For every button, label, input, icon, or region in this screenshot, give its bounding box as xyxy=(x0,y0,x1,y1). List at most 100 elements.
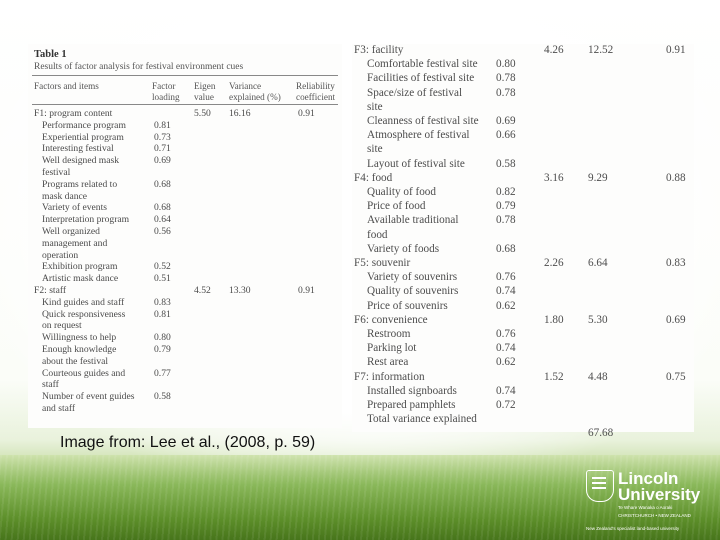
factor-loading: 0.79 xyxy=(154,344,171,355)
variance-explained: 67.68 xyxy=(588,427,614,440)
row-label: Variety of foods xyxy=(367,242,440,255)
eigen-value: 5.50 xyxy=(194,108,211,119)
row-label: site xyxy=(367,100,383,113)
variance-explained: 4.48 xyxy=(588,370,608,383)
factor-loading: 0.74 xyxy=(496,384,516,397)
reliability-coefficient: 0.75 xyxy=(666,370,686,383)
header-variance-line2: explained (%) xyxy=(229,92,281,102)
row-label: Enough knowledge xyxy=(42,344,117,355)
row-label: and staff xyxy=(42,403,76,414)
grass-background xyxy=(0,455,720,540)
factor-loading: 0.69 xyxy=(496,115,516,127)
row-label: Experiential program xyxy=(42,131,124,143)
logo-maori-name: Te Whare Wanaka o Aoraki xyxy=(618,505,673,510)
row-label: Variety of souvenirs xyxy=(367,271,458,284)
factor-loading: 0.71 xyxy=(154,143,171,155)
row-label: F1: program content xyxy=(34,108,113,119)
reliability-coefficient: 0.91 xyxy=(666,44,686,56)
variance-explained: 12.52 xyxy=(588,44,614,56)
factor-loading: 0.68 xyxy=(496,242,516,255)
row-label: Quality of food xyxy=(367,186,436,198)
row-label: Atmosphere of festival xyxy=(367,129,470,142)
row-label: Price of food xyxy=(367,200,426,213)
row-label: Space/size of festival xyxy=(367,86,463,99)
row-label: Artistic mask dance xyxy=(42,273,119,285)
variance-explained: 9.29 xyxy=(588,171,608,184)
table-right-panel: F3: facility 4.26 12.52 0.91 Comfortable fes… xyxy=(352,44,694,439)
factor-loading: 0.73 xyxy=(154,131,171,143)
variance-explained: 5.30 xyxy=(588,313,608,326)
factor-loading: 0.83 xyxy=(154,296,171,308)
logo-name-line2: University xyxy=(618,485,701,504)
variance-explained: 13.30 xyxy=(229,285,251,296)
variance-explained: 16.16 xyxy=(229,108,251,119)
row-label: Total variance explained xyxy=(367,413,477,426)
table-subtitle: Results of factor analysis for festival … xyxy=(34,62,244,72)
header-items: Factors and items xyxy=(34,81,99,91)
eigen-value: 2.26 xyxy=(544,257,564,269)
reliability-coefficient: 0.83 xyxy=(666,257,686,269)
row-label: F7: information xyxy=(354,370,425,383)
table-left-panel: Table 1 Results of factor analysis for f… xyxy=(28,44,342,428)
header-loading-line2: loading xyxy=(152,92,180,102)
row-label: operation xyxy=(42,249,79,261)
row-label: Interesting festival xyxy=(42,143,114,155)
factor-loading: 0.81 xyxy=(154,119,171,131)
factor-loading: 0.64 xyxy=(154,214,171,226)
factor-loading: 0.78 xyxy=(496,214,516,227)
factor-loading: 0.62 xyxy=(496,356,516,369)
factor-loading: 0.78 xyxy=(496,86,516,99)
factor-loading: 0.74 xyxy=(496,285,516,298)
table-top-rule xyxy=(32,75,338,76)
table-header-rule xyxy=(32,104,338,105)
factor-loading: 0.82 xyxy=(496,186,516,198)
row-label: F6: convenience xyxy=(354,313,428,326)
row-label: Programs related to xyxy=(42,178,118,190)
variance-explained: 6.64 xyxy=(588,257,608,269)
row-label: food xyxy=(367,228,388,241)
factor-loading: 0.62 xyxy=(496,299,516,312)
eigen-value: 1.52 xyxy=(544,370,564,383)
eigen-value: 4.52 xyxy=(194,285,211,296)
reliability-coefficient: 0.88 xyxy=(666,171,686,184)
header-eigen-line2: value xyxy=(194,92,214,102)
row-label: Quick responsiveness xyxy=(42,308,126,320)
factor-loading: 0.77 xyxy=(154,367,171,379)
row-label: Performance program xyxy=(42,119,126,131)
row-label: Price of souvenirs xyxy=(367,299,448,312)
factor-loading: 0.68 xyxy=(154,202,171,214)
row-label: Kind guides and staff xyxy=(42,296,125,308)
factor-loading: 0.51 xyxy=(154,273,171,285)
row-label: about the festival xyxy=(42,355,109,367)
logo-tagline: New Zealand's specialist land-based univ… xyxy=(586,526,680,531)
factor-loading: 0.78 xyxy=(496,72,516,85)
eigen-value: 4.26 xyxy=(544,44,564,56)
row-label: festival xyxy=(42,167,71,178)
factor-loading: 0.76 xyxy=(496,271,516,284)
eigen-value: 1.80 xyxy=(544,313,564,326)
row-label: mask dance xyxy=(42,190,88,202)
lincoln-university-logo: Lincoln University Te Whare Wanaka o Aor… xyxy=(580,466,710,536)
header-eigen-line1: Eigen xyxy=(194,81,216,91)
factor-loading: 0.79 xyxy=(496,200,516,213)
reliability-coefficient: 0.69 xyxy=(666,313,686,326)
row-label: Facilities of festival site xyxy=(367,72,475,85)
header-loading-line1: Factor xyxy=(152,81,176,91)
row-label: F2: staff xyxy=(34,285,67,296)
factor-loading: 0.68 xyxy=(154,178,171,190)
row-label: site xyxy=(367,143,383,156)
header-variance-line1: Variance xyxy=(229,81,262,91)
factor-loading: 0.76 xyxy=(496,328,516,340)
eigen-value: 3.16 xyxy=(544,171,564,184)
row-label: on request xyxy=(42,320,82,332)
reliability-coefficient: 0.91 xyxy=(298,285,315,296)
row-label: Well organized xyxy=(42,226,100,237)
factor-loading: 0.69 xyxy=(154,155,171,167)
row-label: Interpretation program xyxy=(42,214,130,226)
row-label: Rest area xyxy=(367,356,409,369)
row-label: Variety of events xyxy=(42,202,108,214)
row-label: management and xyxy=(42,237,108,249)
row-label: Willingness to help xyxy=(42,332,117,344)
row-label: Prepared pamphlets xyxy=(367,399,456,411)
